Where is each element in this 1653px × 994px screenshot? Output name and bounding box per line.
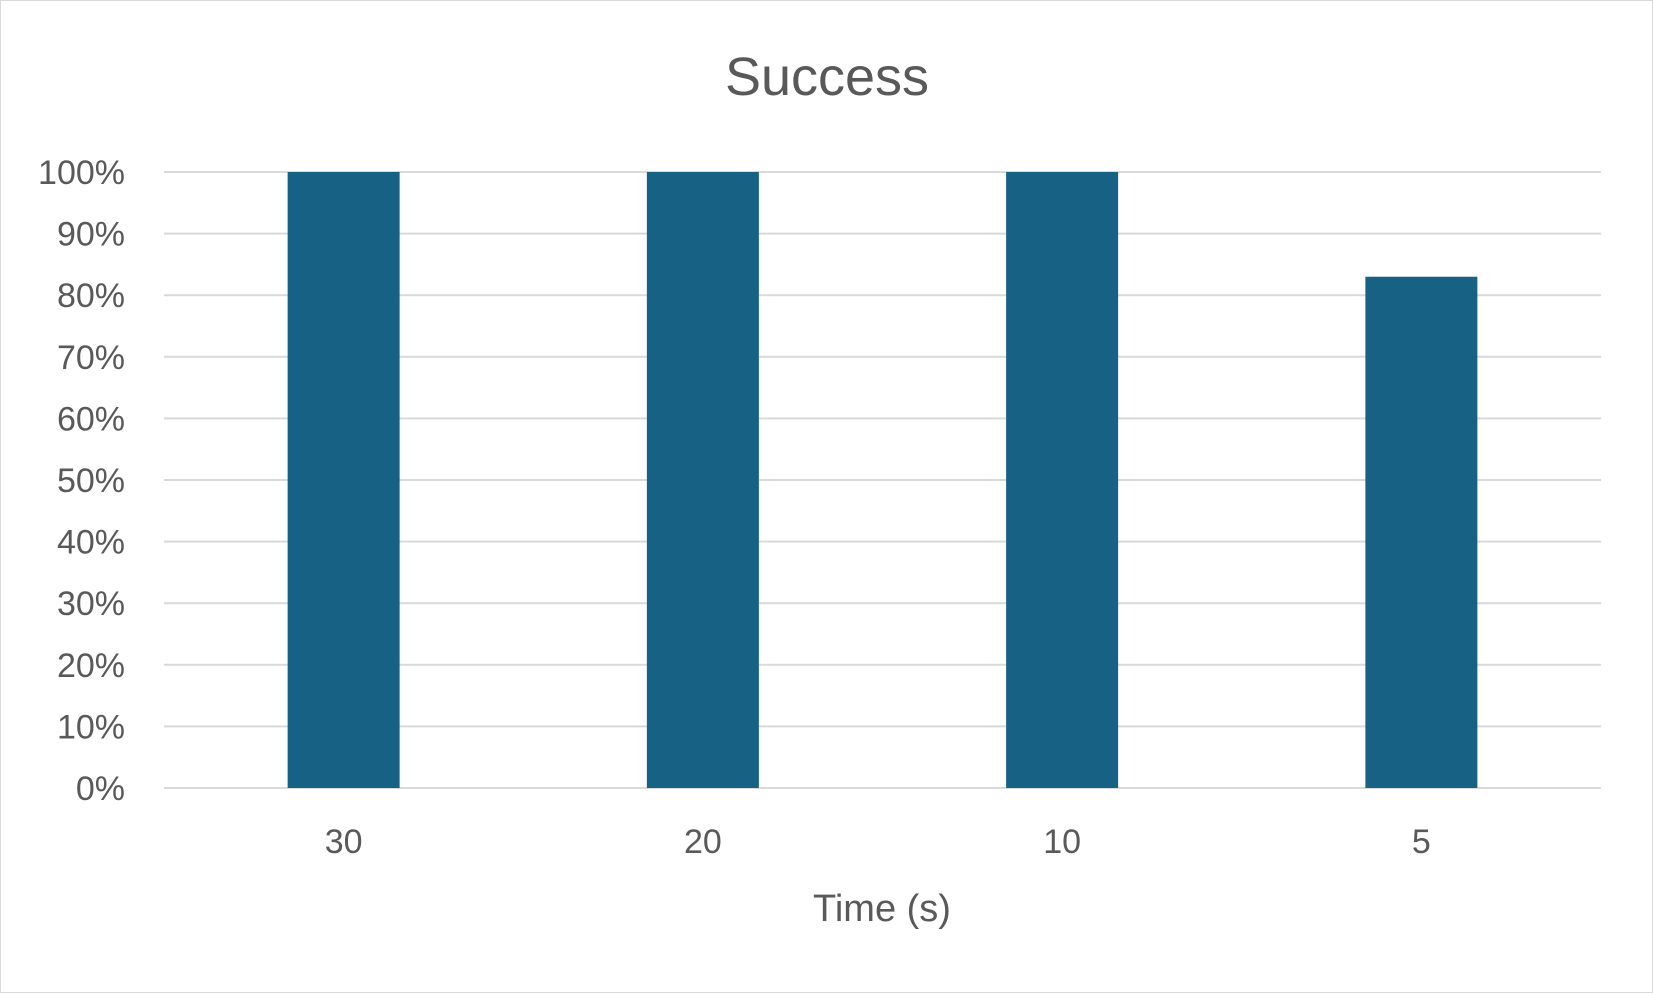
x-tick-label: 30 (325, 823, 363, 861)
gridlines (164, 171, 1601, 789)
bars (287, 172, 1478, 788)
y-tick-label: 100% (38, 154, 125, 192)
y-tick-label: 70% (57, 339, 125, 377)
y-tick-label: 0% (76, 770, 125, 808)
y-tick-label: 50% (57, 462, 125, 500)
y-tick-label: 30% (57, 585, 125, 623)
x-tick-label: 20 (684, 823, 722, 861)
y-tick-label: 90% (57, 216, 125, 254)
bar-10 (1006, 172, 1119, 788)
x-axis-tick-labels: 30 20 10 5 (325, 823, 1431, 861)
x-axis-title: Time (s) (813, 888, 951, 930)
bar-30 (287, 172, 400, 788)
y-axis-tick-labels: 0% 10% 20% 30% 40% 50% 60% 70% 80% 90% 100% (38, 154, 125, 808)
chart-title: Success (725, 47, 929, 107)
x-tick-label: 5 (1412, 823, 1431, 861)
bar-20 (646, 172, 759, 788)
bar-5 (1365, 276, 1478, 788)
y-tick-label: 20% (57, 647, 125, 685)
y-tick-label: 80% (57, 277, 125, 315)
y-tick-label: 10% (57, 708, 125, 746)
x-tick-label: 10 (1043, 823, 1081, 861)
y-tick-label: 40% (57, 524, 125, 562)
y-tick-label: 60% (57, 400, 125, 438)
